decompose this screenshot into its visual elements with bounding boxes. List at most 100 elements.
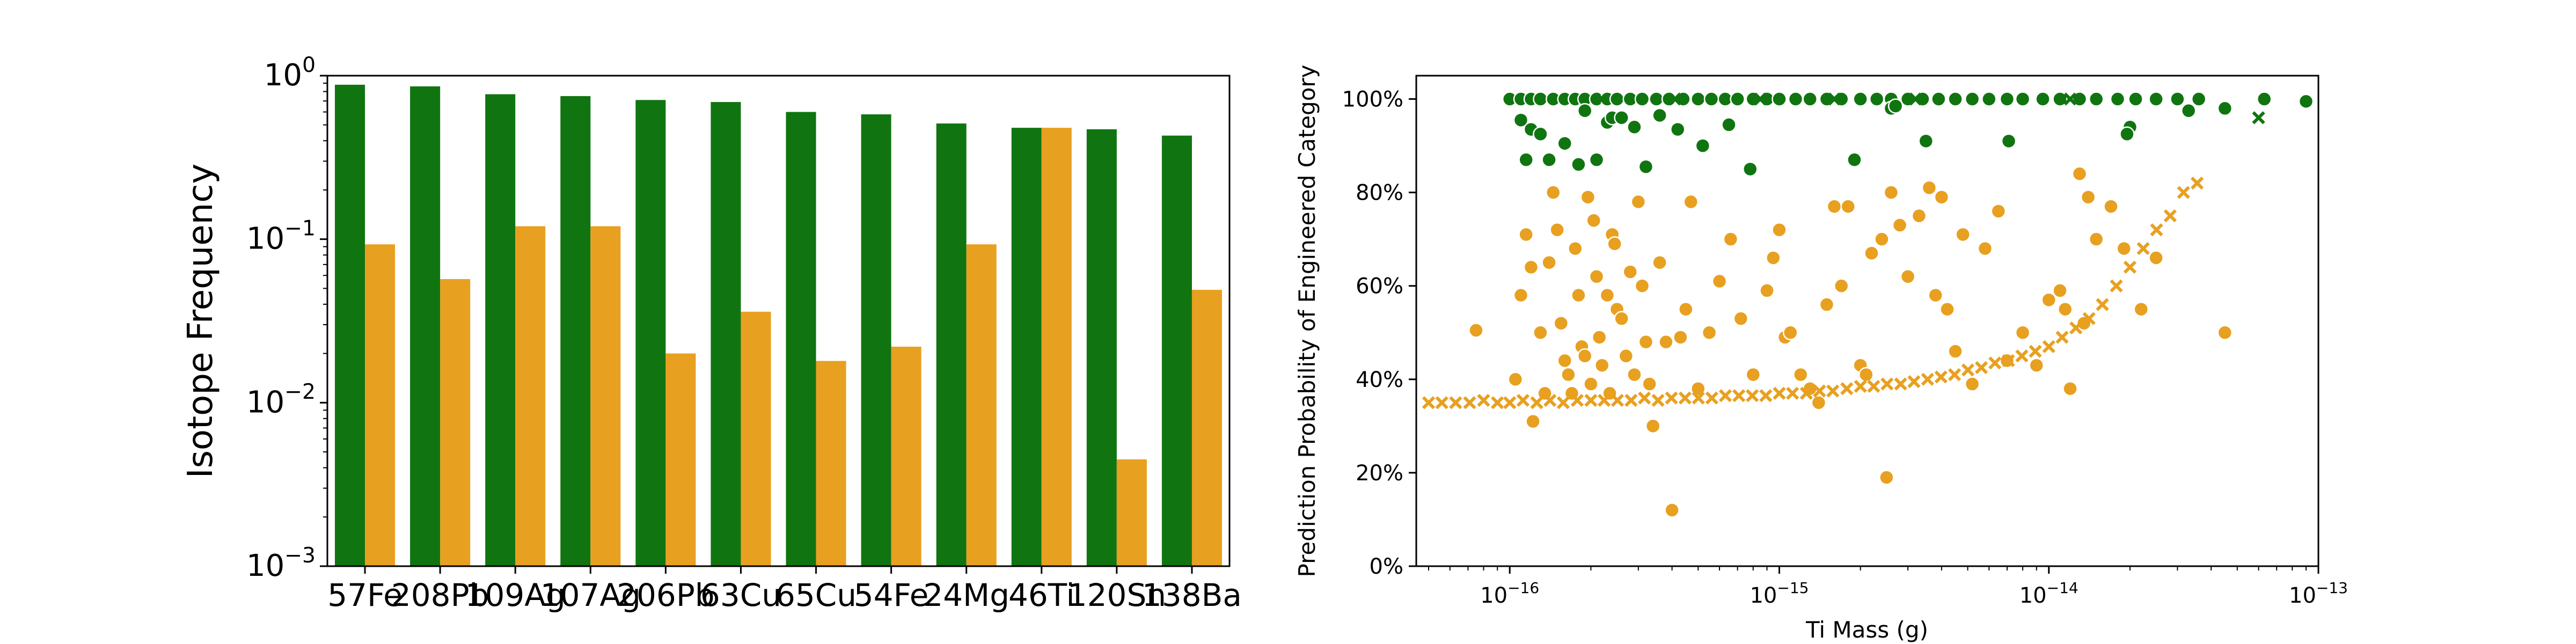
scatter-point bbox=[1826, 199, 1842, 214]
y-axis-ticks: 0% 20% 40% 60% 80% 100% bbox=[1342, 87, 1416, 579]
scatter-point-x bbox=[1718, 389, 1732, 402]
x-tick-label: 63Cu bbox=[700, 577, 781, 613]
scatter-point-x bbox=[1692, 391, 1705, 405]
scatter-point-x bbox=[1556, 396, 1570, 409]
scatter-point bbox=[2217, 325, 2233, 341]
scatter-point-x bbox=[1894, 377, 1907, 391]
scatter-point bbox=[1955, 226, 1971, 243]
bar-109Ag-series-1 bbox=[485, 94, 516, 566]
scatter-point bbox=[2052, 283, 2068, 298]
bar-107Ag-series-2 bbox=[590, 226, 621, 566]
scatter-point bbox=[1638, 334, 1654, 350]
scatter-point-x bbox=[1503, 396, 1517, 409]
y-axis-ticks: 100 10−1 10−2 10−3 bbox=[246, 53, 327, 583]
scatter-point-x bbox=[1961, 363, 1975, 377]
scatter-point-x bbox=[2177, 186, 2190, 199]
scatter-point-x bbox=[1909, 92, 1922, 106]
scatter-point-x bbox=[1651, 393, 1665, 407]
scatter-point bbox=[2148, 91, 2164, 107]
scatter-point bbox=[1664, 502, 1680, 518]
scatter-point bbox=[1634, 278, 1650, 294]
scatter-point-x bbox=[1753, 92, 1767, 106]
scatter-point-x bbox=[2150, 223, 2163, 237]
scatter-point-x bbox=[1813, 384, 1826, 398]
bar-series-group bbox=[335, 84, 1222, 567]
scatter-point bbox=[1571, 287, 1586, 303]
scatter-point-x bbox=[1624, 393, 1638, 407]
scatter-point bbox=[2191, 91, 2207, 107]
x-tick-label: 10−15 bbox=[1750, 579, 1809, 608]
scatter-point bbox=[1609, 91, 1625, 107]
scatter-point bbox=[1723, 231, 1739, 247]
scatter-point bbox=[1594, 357, 1610, 373]
x-tick-label: 10−14 bbox=[2019, 579, 2079, 608]
scatter-point bbox=[1964, 376, 1980, 392]
scatter-point bbox=[2057, 301, 2073, 317]
scatter-point bbox=[1874, 231, 1890, 247]
x-tick-label: 54Fe bbox=[854, 577, 929, 613]
bar-24Mg-series-2 bbox=[966, 244, 997, 566]
x-tick-label: 46Ti bbox=[1008, 577, 1075, 613]
scatter-point-x bbox=[1826, 384, 1840, 398]
scatter-point-x bbox=[1477, 393, 1490, 407]
scatter-point bbox=[1703, 91, 1719, 107]
scatter-point bbox=[2015, 91, 2031, 107]
bar-138Ba-series-1 bbox=[1161, 135, 1192, 567]
x-tick-label: 10−16 bbox=[1480, 579, 1539, 608]
scatter-point-x bbox=[1435, 396, 1448, 409]
scatter-point-x bbox=[1786, 386, 1799, 400]
y-tick-label: 10−2 bbox=[246, 380, 316, 420]
scatter-chart-y-label: Prediction Probability of Engineered Cat… bbox=[1294, 64, 1320, 577]
scatter-point bbox=[1858, 367, 1874, 383]
bar-54Fe-series-2 bbox=[891, 347, 921, 566]
scatter-point bbox=[2217, 100, 2233, 116]
bar-107Ag-series-1 bbox=[560, 96, 591, 566]
bar-57Fe-series-1 bbox=[335, 84, 365, 566]
y-tick-label: 0% bbox=[1370, 554, 1403, 579]
scatter-point bbox=[1607, 236, 1622, 252]
y-tick-label: 40% bbox=[1356, 368, 1403, 392]
bar-120Sn-series-1 bbox=[1086, 129, 1117, 566]
bar-54Fe-series-1 bbox=[861, 114, 891, 566]
scatter-point-x bbox=[1611, 393, 1624, 407]
scatter-point-x bbox=[1668, 92, 1682, 106]
scatter-point bbox=[1627, 367, 1642, 383]
scatter-point bbox=[2041, 292, 2057, 308]
scatter-point bbox=[1900, 269, 1916, 284]
scatter-point bbox=[1869, 91, 1885, 107]
scatter-point bbox=[1591, 330, 1607, 345]
scatter-point bbox=[2088, 91, 2104, 107]
scatter-point bbox=[1792, 367, 1809, 383]
scatter-point bbox=[1642, 376, 1657, 392]
bar-65Cu-series-1 bbox=[786, 112, 816, 567]
scatter-point bbox=[2062, 380, 2078, 397]
scatter-point-x bbox=[1732, 389, 1746, 402]
scatter-point bbox=[1630, 194, 1646, 210]
scatter-point-x bbox=[1596, 92, 1609, 106]
scatter-point bbox=[2103, 199, 2119, 214]
scatter-point bbox=[1683, 194, 1699, 210]
scatter-point bbox=[1589, 152, 1605, 167]
scatter-point bbox=[2128, 91, 2143, 107]
scatter-point bbox=[1513, 112, 1529, 128]
scatter-point bbox=[1549, 222, 1565, 238]
bar-206Pb-series-2 bbox=[665, 353, 696, 566]
scatter-point bbox=[1690, 91, 1706, 107]
scatter-point-x bbox=[1827, 92, 1841, 106]
scatter-point bbox=[1892, 217, 1908, 233]
scatter-point bbox=[1819, 297, 1835, 312]
scatter-point bbox=[1649, 91, 1664, 107]
scatter-chart-frame bbox=[1415, 75, 2319, 567]
bar-120Sn-series-2 bbox=[1116, 459, 1147, 566]
bar-109Ag-series-2 bbox=[515, 226, 546, 566]
y-tick-label: 10−3 bbox=[246, 544, 316, 583]
scatter-point bbox=[1577, 348, 1593, 364]
scatter-point bbox=[1833, 278, 1849, 294]
bar-57Fe-series-2 bbox=[365, 244, 396, 566]
scatter-point bbox=[1553, 316, 1569, 331]
scatter-point bbox=[2110, 91, 2126, 107]
y-tick-label: 10−1 bbox=[246, 216, 316, 256]
scatter-point bbox=[1853, 91, 1868, 107]
scatter-point-x bbox=[2190, 177, 2204, 190]
x-tick-label: 109Ag bbox=[465, 577, 566, 613]
